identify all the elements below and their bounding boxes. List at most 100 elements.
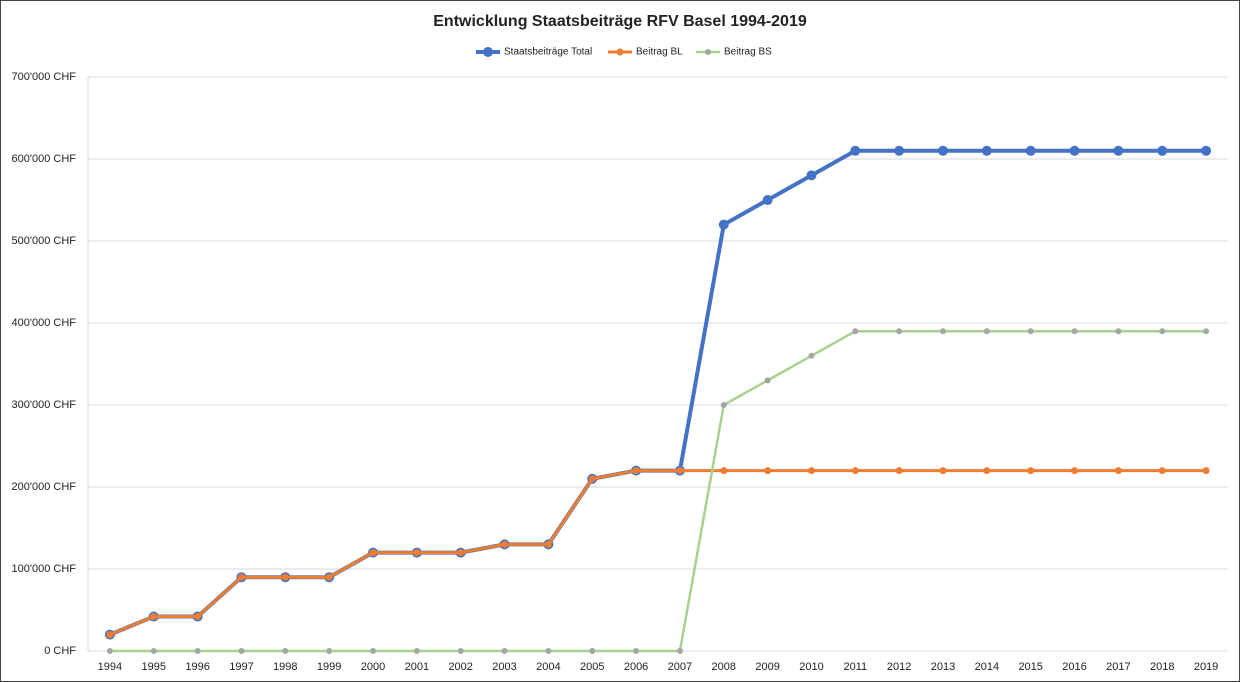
data-point bbox=[895, 467, 903, 475]
x-tick-label: 1996 bbox=[185, 661, 209, 673]
data-point bbox=[983, 328, 990, 335]
x-tick-label: 2000 bbox=[361, 661, 385, 673]
data-point bbox=[850, 145, 861, 156]
x-tick-label: 2005 bbox=[580, 661, 604, 673]
data-point bbox=[806, 170, 817, 181]
data-point bbox=[1027, 328, 1034, 335]
data-point bbox=[1202, 467, 1210, 475]
data-point bbox=[762, 195, 773, 205]
data-point bbox=[326, 648, 333, 654]
data-point bbox=[1071, 328, 1078, 335]
x-tick-label: 2017 bbox=[1106, 661, 1130, 673]
data-point bbox=[1027, 467, 1035, 475]
data-point bbox=[720, 402, 727, 408]
data-point bbox=[194, 648, 201, 654]
x-tick-label: 1998 bbox=[273, 661, 297, 673]
data-point bbox=[1201, 145, 1212, 156]
series-line bbox=[109, 469, 1207, 636]
x-tick-label: 2009 bbox=[755, 661, 779, 673]
data-point bbox=[544, 540, 552, 548]
data-point bbox=[1159, 328, 1166, 335]
data-point bbox=[238, 648, 245, 654]
y-tick-label: 200'000 CHF bbox=[12, 481, 77, 493]
data-point bbox=[588, 475, 596, 483]
y-tick-label: 700'000 CHF bbox=[12, 71, 77, 83]
data-point bbox=[150, 648, 157, 654]
data-point bbox=[1203, 328, 1210, 335]
data-point bbox=[457, 648, 464, 654]
chart-title: Entwicklung Staatsbeiträge RFV Basel 199… bbox=[433, 13, 807, 30]
data-point bbox=[938, 145, 948, 156]
data-point bbox=[894, 145, 905, 156]
data-point bbox=[896, 328, 903, 335]
x-tick-label: 1997 bbox=[229, 661, 253, 673]
data-point bbox=[106, 648, 113, 654]
legend-label: Beitrag BS bbox=[724, 47, 772, 58]
data-point bbox=[281, 573, 289, 581]
data-point bbox=[501, 648, 508, 654]
data-point bbox=[1158, 467, 1166, 475]
data-point bbox=[632, 467, 640, 475]
data-point bbox=[718, 219, 729, 230]
data-point bbox=[1114, 467, 1122, 475]
x-tick-label: 2003 bbox=[492, 661, 516, 673]
x-tick-label: 2016 bbox=[1062, 661, 1086, 673]
data-point bbox=[1115, 328, 1122, 335]
data-point bbox=[545, 648, 552, 654]
x-tick-label: 2008 bbox=[712, 661, 736, 673]
x-tick-label: 2010 bbox=[799, 661, 823, 673]
x-tick-label: 2013 bbox=[931, 661, 955, 673]
data-point bbox=[1157, 145, 1168, 156]
x-tick-label: 1994 bbox=[98, 661, 122, 673]
y-tick-label: 400'000 CHF bbox=[12, 317, 77, 329]
legend-label: Beitrag BL bbox=[636, 47, 683, 58]
data-point bbox=[1025, 145, 1036, 156]
x-tick-label: 2012 bbox=[887, 661, 911, 673]
data-point bbox=[981, 145, 992, 156]
data-point bbox=[633, 648, 640, 654]
x-tick-label: 1999 bbox=[317, 661, 341, 673]
data-point bbox=[808, 352, 815, 359]
data-point bbox=[676, 467, 684, 475]
data-point bbox=[106, 631, 114, 639]
data-point bbox=[282, 648, 289, 654]
data-point bbox=[1071, 467, 1079, 475]
data-point bbox=[457, 549, 465, 557]
x-tick-label: 2011 bbox=[843, 661, 867, 673]
x-tick-label: 2018 bbox=[1150, 661, 1174, 673]
data-point bbox=[370, 648, 376, 654]
x-tick-label: 2014 bbox=[975, 661, 999, 673]
data-point bbox=[325, 573, 333, 581]
y-tick-label: 100'000 CHF bbox=[12, 563, 77, 575]
data-point bbox=[589, 648, 596, 654]
data-point bbox=[413, 648, 420, 654]
data-point bbox=[764, 377, 771, 384]
series-line bbox=[109, 329, 1207, 653]
legend-marker bbox=[483, 47, 493, 57]
x-tick-label: 2001 bbox=[405, 661, 429, 673]
x-tick-label: 2007 bbox=[668, 661, 692, 673]
data-point bbox=[720, 467, 728, 475]
y-tick-label: 300'000 CHF bbox=[12, 399, 77, 411]
data-point bbox=[939, 467, 947, 475]
x-tick-label: 2006 bbox=[624, 661, 648, 673]
x-tick-label: 1995 bbox=[142, 661, 166, 673]
data-point bbox=[940, 328, 946, 335]
data-point bbox=[413, 549, 421, 557]
data-point bbox=[676, 648, 683, 654]
x-tick-label: 2015 bbox=[1018, 661, 1042, 673]
data-point bbox=[1069, 145, 1080, 156]
y-tick-label: 0 CHF bbox=[44, 645, 76, 657]
data-point bbox=[501, 540, 509, 548]
data-point bbox=[369, 549, 377, 557]
data-point bbox=[194, 613, 202, 621]
data-point bbox=[1113, 145, 1124, 156]
data-point bbox=[852, 328, 859, 335]
legend-label: Staatsbeiträge Total bbox=[504, 47, 592, 58]
data-point bbox=[764, 467, 772, 475]
data-point bbox=[983, 467, 991, 475]
y-tick-label: 500'000 CHF bbox=[12, 235, 77, 247]
